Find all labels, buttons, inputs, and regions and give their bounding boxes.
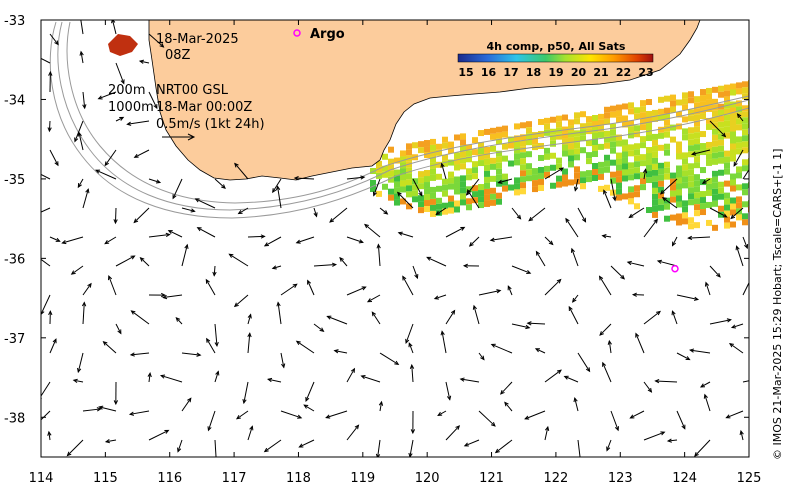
lon-tick-label: 121 [479,471,504,486]
lon-tick-label: 119 [350,471,375,486]
lat-tick-label: -37 [4,332,25,347]
colorbar-tick-label: 21 [593,66,608,79]
argo-legend-label: Argo [310,27,345,42]
colorbar-tick-label: 18 [526,66,541,79]
lat-tick-label: -36 [4,252,25,267]
lat-tick-label: -33 [4,14,25,29]
bathymetry-contours [49,21,749,219]
colorbar-tick-label: 15 [458,66,473,79]
colorbar-title: 4h comp, p50, All Sats [487,40,626,53]
product-label: NRT00 GSL [156,83,229,98]
lon-tick-label: 124 [672,471,697,486]
scale-arrow [162,133,196,141]
product-time-label: 18-Mar 00:00Z [156,100,252,115]
axes: 114 115 116 117 118 119 120 121 122 123 124 125 -33 -… [4,14,761,486]
lon-tick-label: 114 [29,471,54,486]
colorbar [457,53,654,63]
colorbar-tick-label: 22 [616,66,631,79]
current-vectors [41,20,749,457]
colorbar-ticks: 15 16 17 18 19 20 21 22 23 [458,66,653,79]
argo-legend-marker [293,29,301,37]
lat-tick-label: -38 [4,411,25,426]
colorbar-tick-label: 19 [548,66,563,79]
colorbar-tick-label: 20 [571,66,587,79]
argo-float-marker [671,264,679,273]
lat-tick-label: -35 [4,173,25,188]
lon-tick-label: 120 [415,471,440,486]
scale-label: 0.5m/s (1kt 24h) [156,117,265,132]
colorbar-tick-label: 16 [481,66,497,79]
plot-frame [40,19,750,458]
colorbar-tick-label: 23 [638,66,653,79]
colorbar-tick-label: 17 [503,66,518,79]
island [108,34,138,56]
depth-200-label: 200m [108,83,145,98]
depth-1000-label: 1000m [108,100,154,115]
lon-tick-label: 116 [157,471,182,486]
hour-label: 08Z [165,48,191,63]
lon-tick-label: 117 [222,471,247,486]
date-label: 18-Mar-2025 [156,32,239,47]
lon-tick-label: 122 [543,471,568,486]
sst-overlay [370,80,749,231]
lon-tick-label: 123 [608,471,633,486]
lon-tick-label: 118 [286,471,311,486]
credit-text: © IMOS 21-Mar-2025 15:29 Hobart; Tscale=… [771,149,784,460]
lon-tick-label: 115 [93,471,118,486]
lat-tick-label: -34 [4,93,25,108]
lon-tick-label: 125 [737,471,762,486]
